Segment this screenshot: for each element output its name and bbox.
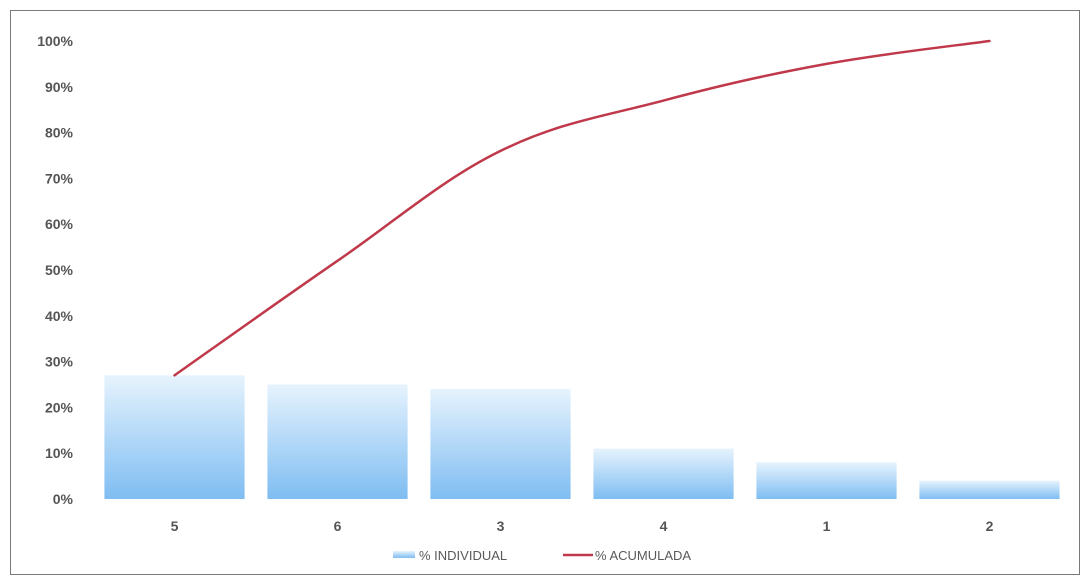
y-tick-label: 60% xyxy=(45,216,74,232)
legend-label-acumulada: % ACUMULADA xyxy=(595,548,691,563)
bar-5 xyxy=(104,375,245,499)
x-tick-label: 3 xyxy=(497,518,505,534)
y-tick-label: 0% xyxy=(53,491,74,507)
bar-1 xyxy=(756,462,897,499)
bar-6 xyxy=(267,384,408,499)
x-axis-labels: 5 6 3 4 1 2 xyxy=(171,518,994,534)
y-tick-label: 90% xyxy=(45,79,74,95)
bar-3 xyxy=(430,389,571,499)
y-tick-label: 50% xyxy=(45,262,74,278)
cumulative-line xyxy=(173,39,991,377)
legend-label-individual: % INDIVIDUAL xyxy=(419,548,507,563)
y-tick-label: 30% xyxy=(45,354,74,370)
line-series xyxy=(173,39,991,377)
x-tick-label: 4 xyxy=(660,518,668,534)
y-tick-label: 10% xyxy=(45,445,74,461)
bar-2 xyxy=(919,480,1060,499)
y-axis-ticks: 0% 10% 20% 30% 40% 50% 60% 70% 80% 90% 100% xyxy=(37,33,73,507)
chart-frame: 0% 10% 20% 30% 40% 50% 60% 70% 80% 90% 100% 5 6 3 4 1 2… xyxy=(10,10,1080,575)
x-tick-label: 5 xyxy=(171,518,179,534)
y-tick-label: 80% xyxy=(45,125,74,141)
x-tick-label: 2 xyxy=(986,518,994,534)
legend-bar-swatch xyxy=(393,551,415,558)
bar-series xyxy=(104,375,1060,499)
y-tick-label: 70% xyxy=(45,170,74,186)
legend: % INDIVIDUAL % ACUMULADA xyxy=(393,548,691,563)
pareto-chart: 0% 10% 20% 30% 40% 50% 60% 70% 80% 90% 100% 5 6 3 4 1 2… xyxy=(37,33,1060,563)
x-tick-label: 6 xyxy=(334,518,342,534)
x-tick-label: 1 xyxy=(823,518,831,534)
y-tick-label: 40% xyxy=(45,308,74,324)
y-tick-label: 20% xyxy=(45,399,74,415)
bar-4 xyxy=(593,448,734,499)
y-tick-label: 100% xyxy=(37,33,73,49)
